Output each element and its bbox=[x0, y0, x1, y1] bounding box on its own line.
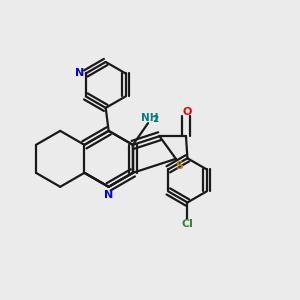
Text: Cl: Cl bbox=[182, 219, 194, 229]
Text: S: S bbox=[175, 161, 183, 171]
Text: N: N bbox=[75, 68, 84, 78]
Text: 2: 2 bbox=[152, 115, 159, 124]
Text: NH: NH bbox=[141, 113, 158, 123]
Text: O: O bbox=[183, 107, 192, 117]
Text: N: N bbox=[104, 190, 113, 200]
